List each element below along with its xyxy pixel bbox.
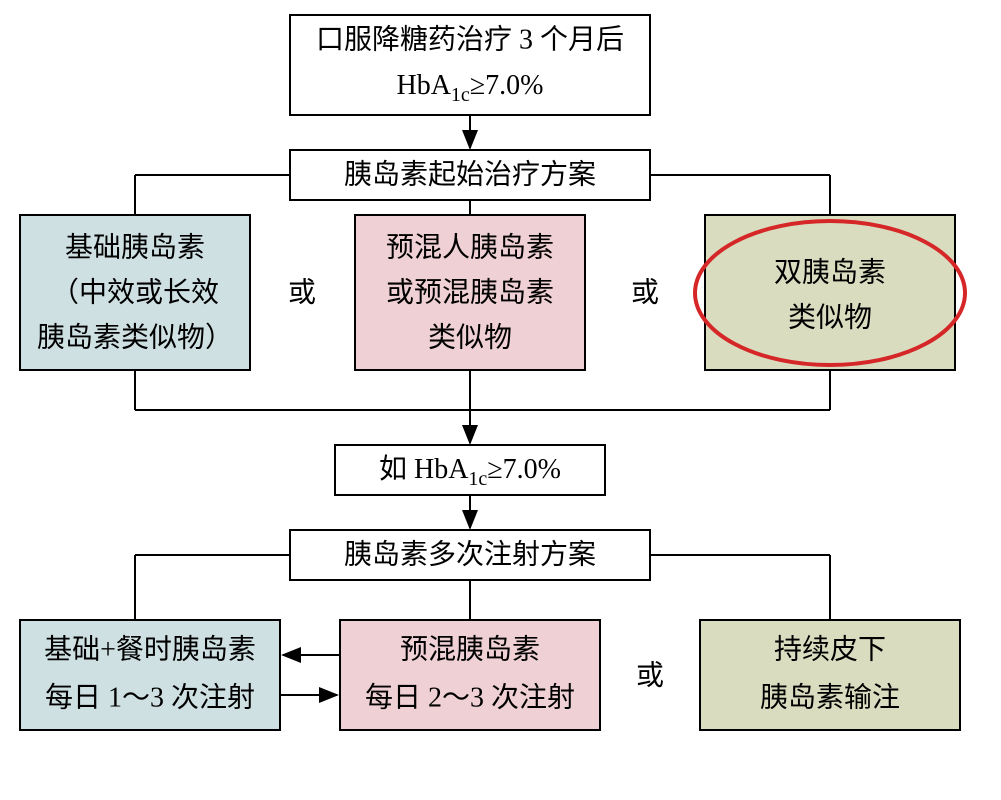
node-csii: 持续皮下 胰岛素输注 xyxy=(700,620,960,730)
node-initiate: 胰岛素起始治疗方案 xyxy=(290,150,650,200)
premix-multi-line2: 每日 2～3 次注射 xyxy=(365,681,575,713)
start-line2: HbA1c≥7.0% xyxy=(396,70,543,105)
basal-bolus-line1: 基础+餐时胰岛素 xyxy=(44,633,256,665)
node-basal-bolus: 基础+餐时胰岛素 每日 1～3 次注射 xyxy=(20,620,280,730)
start-line1: 口服降糖药治疗 3 个月后 xyxy=(316,23,624,55)
node-premix: 预混人胰岛素 或预混胰岛素 类似物 xyxy=(355,215,585,370)
node-start: 口服降糖药治疗 3 个月后 HbA1c≥7.0% xyxy=(290,15,650,115)
or-label-3: 或 xyxy=(636,659,664,691)
premix-multi-line1: 预混胰岛素 xyxy=(400,633,540,665)
dual-line1: 双胰岛素 xyxy=(774,256,886,288)
basal-bolus-line2: 每日 1～3 次注射 xyxy=(45,681,255,713)
initiate-text: 胰岛素起始治疗方案 xyxy=(344,158,596,190)
premix-line2: 或预混胰岛素 xyxy=(386,276,554,308)
premix-line1: 预混人胰岛素 xyxy=(386,231,554,263)
node-multi: 胰岛素多次注射方案 xyxy=(290,530,650,580)
basal-line2: （中效或长效 xyxy=(51,276,219,308)
multi-text: 胰岛素多次注射方案 xyxy=(344,538,596,570)
or-label-2: 或 xyxy=(631,276,659,308)
node-basal: 基础胰岛素 （中效或长效 胰岛素类似物） xyxy=(20,215,250,370)
basal-line3: 胰岛素类似物） xyxy=(37,321,233,353)
flowchart-svg: 口服降糖药治疗 3 个月后 HbA1c≥7.0% 胰岛素起始治疗方案 基础胰岛素… xyxy=(0,0,1001,800)
or-label-1: 或 xyxy=(288,276,316,308)
csii-line2: 胰岛素输注 xyxy=(760,681,900,713)
node-check: 如 HbA1c≥7.0% xyxy=(335,445,605,495)
premix-line3: 类似物 xyxy=(428,321,512,353)
node-premix-multi: 预混胰岛素 每日 2～3 次注射 xyxy=(340,620,600,730)
csii-line1: 持续皮下 xyxy=(774,633,886,665)
dual-line2: 类似物 xyxy=(788,301,872,333)
basal-line1: 基础胰岛素 xyxy=(65,231,205,263)
